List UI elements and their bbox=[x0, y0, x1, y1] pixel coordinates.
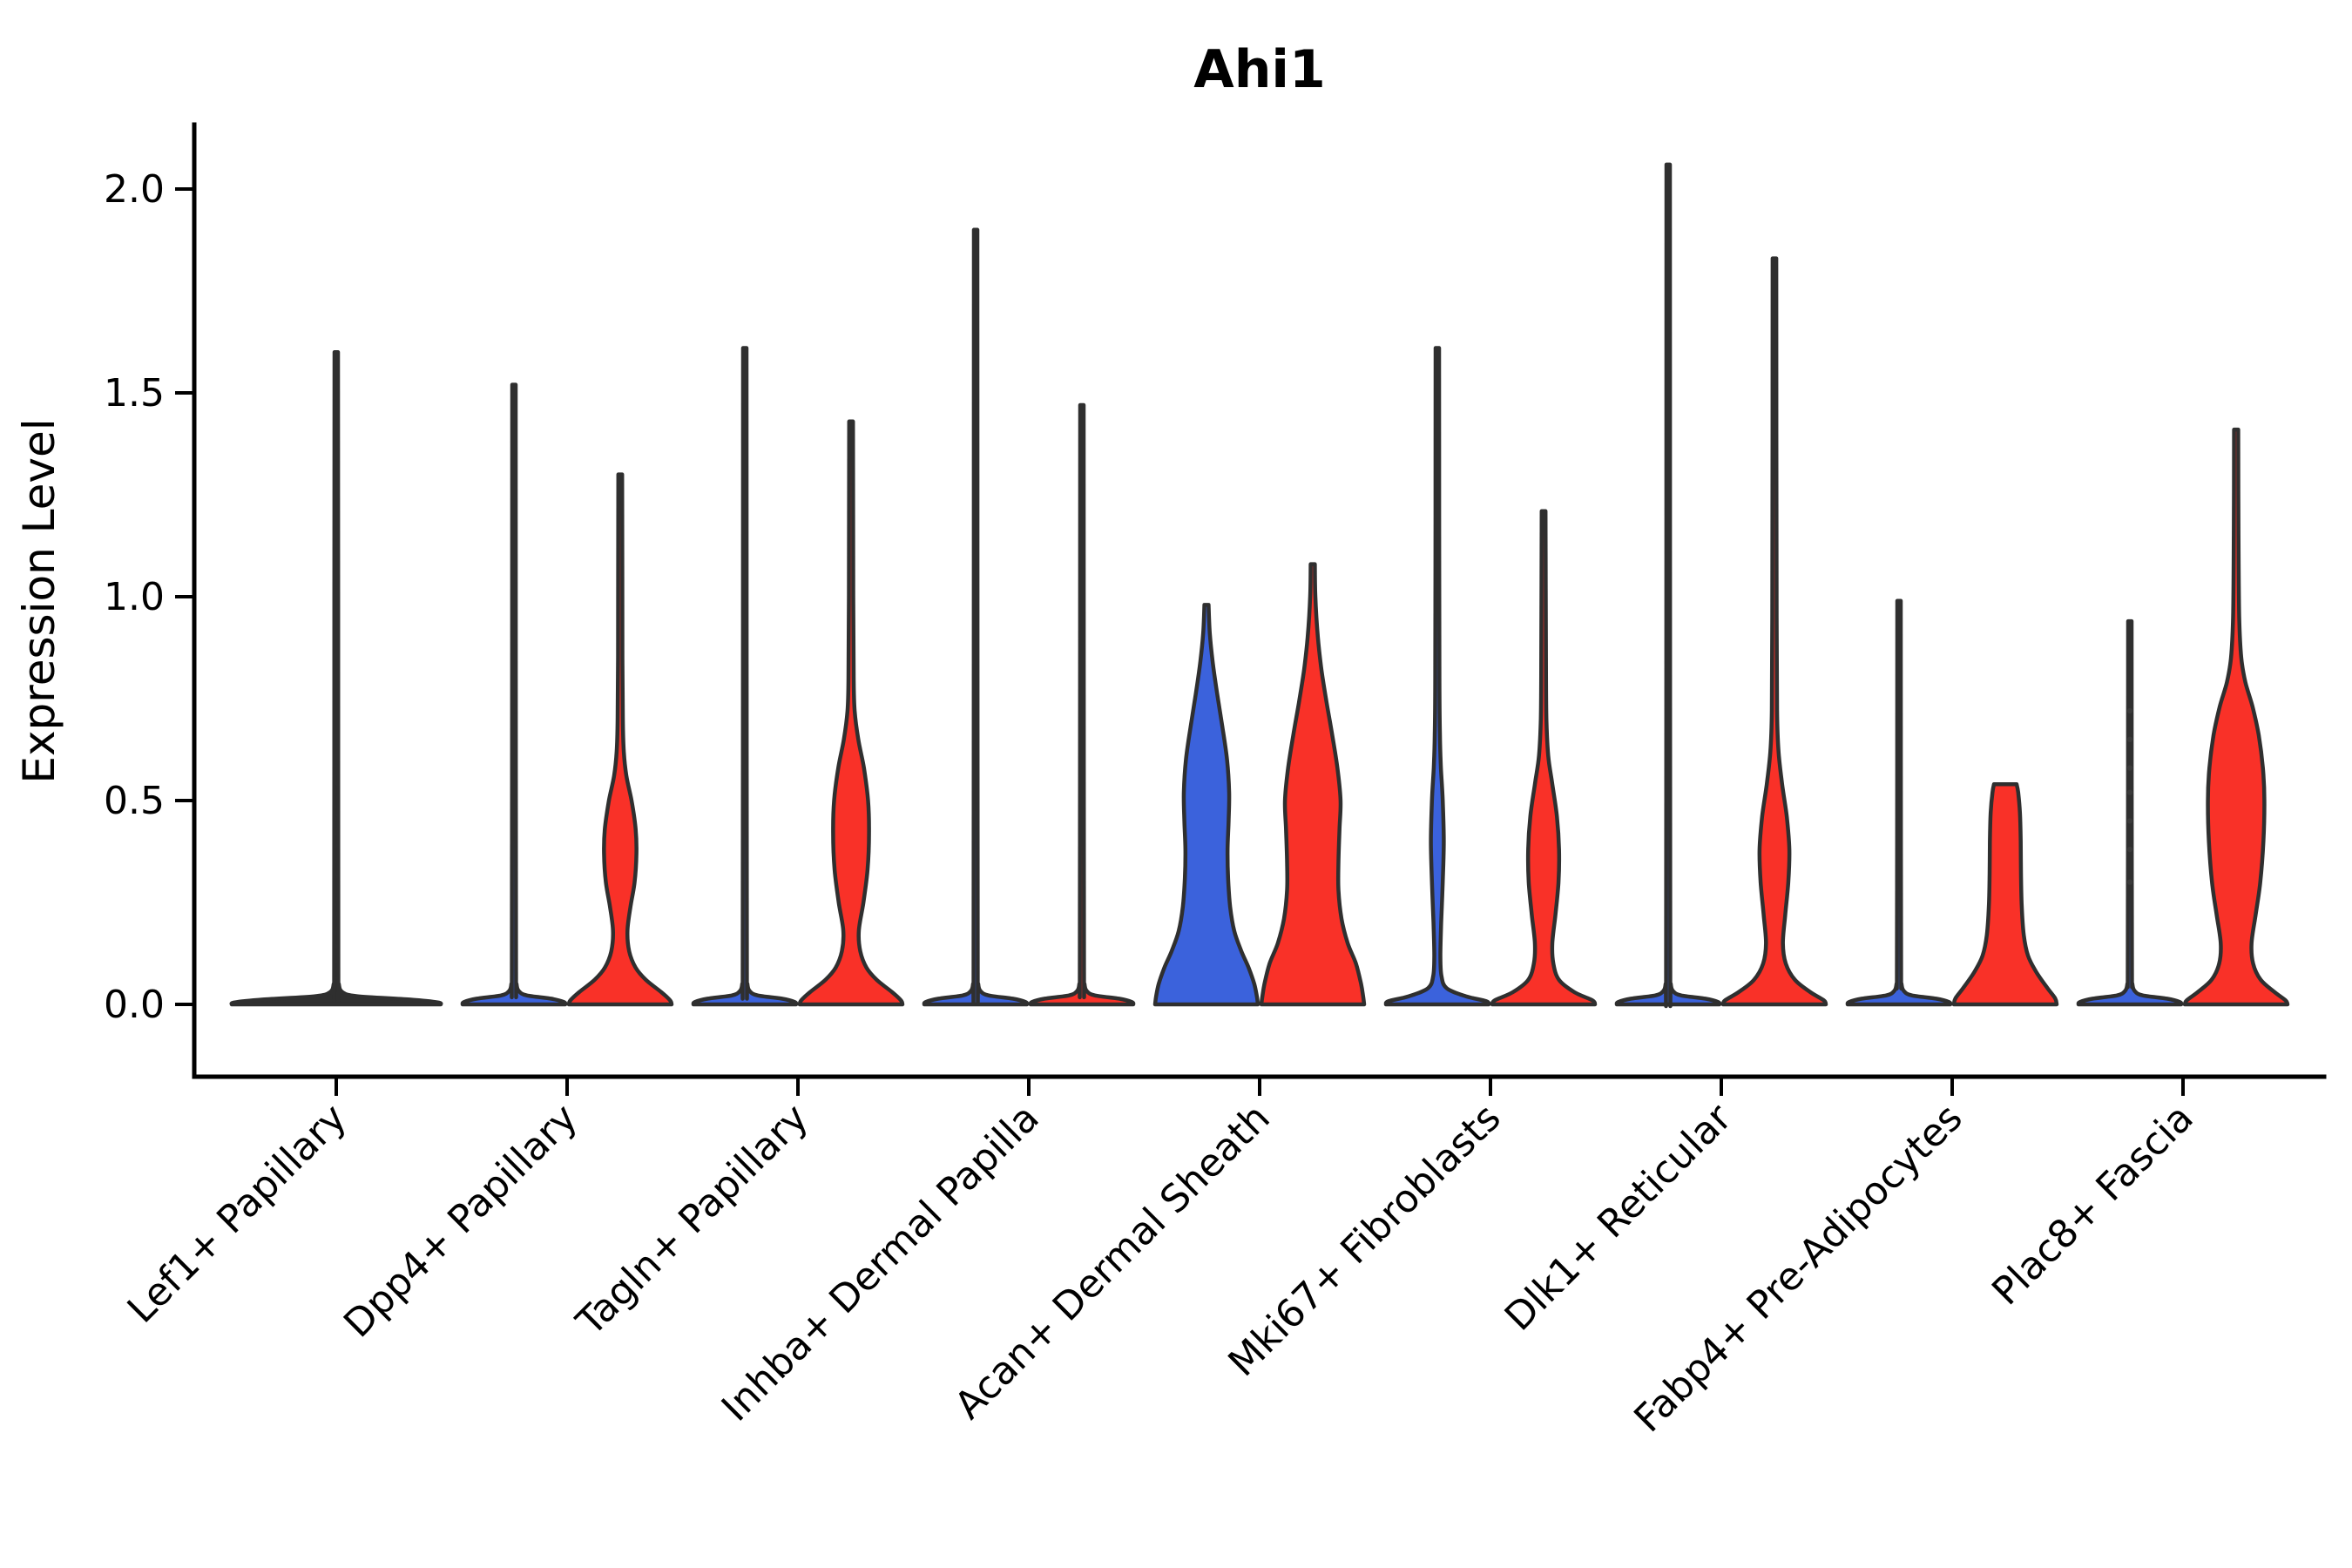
violin-acan-right bbox=[1259, 562, 1367, 1007]
violin-tagln-left bbox=[691, 346, 799, 1007]
violin-dlk1-left bbox=[1614, 162, 1722, 1009]
violin-acan-left bbox=[1152, 603, 1260, 1007]
x-tick-label-7: Dlk1+ Reticular bbox=[1497, 1095, 1741, 1340]
cell-point bbox=[2126, 789, 2133, 795]
violin-inhba-right bbox=[1028, 402, 1136, 1007]
y-tick-label: 1.0 bbox=[104, 575, 165, 619]
violin-dpp4-left bbox=[460, 382, 568, 1007]
violin-lef1-center bbox=[229, 349, 443, 1007]
y-tick-label: 0.5 bbox=[104, 779, 165, 823]
violin-dpp4-right bbox=[566, 472, 674, 1007]
chart-title: Ahi1 bbox=[1193, 39, 1325, 100]
y-tick-label: 1.5 bbox=[104, 371, 165, 416]
cell-point bbox=[2126, 818, 2133, 824]
x-tick-label-2: Dpp4+ Papillary bbox=[335, 1096, 586, 1347]
cell-point bbox=[2126, 765, 2133, 771]
y-tick-label: 2.0 bbox=[104, 167, 165, 212]
cell-point bbox=[2126, 879, 2133, 885]
axes: 0.0 0.5 1.0 1.5 2.0 bbox=[104, 122, 2327, 1096]
x-tick-label-9: Plac8+ Fascia bbox=[1984, 1096, 2202, 1315]
violin-mki67-right bbox=[1490, 509, 1598, 1007]
violin-plac8-right bbox=[2182, 427, 2290, 1007]
y-axis-label: Expression Level bbox=[14, 418, 64, 783]
violin-plac8-left bbox=[2076, 618, 2184, 1007]
violin-fabp4-left bbox=[1845, 598, 1953, 1007]
cell-point bbox=[2126, 736, 2133, 742]
cell-point bbox=[2126, 846, 2133, 853]
y-tick-label: 0.0 bbox=[104, 983, 165, 1027]
cell-point bbox=[2126, 707, 2133, 714]
violin-dlk1-right bbox=[1720, 256, 1828, 1007]
x-tick-label-1: Lef1+ Papillary bbox=[119, 1096, 355, 1332]
x-tick-label-3: Tagln+ Papillary bbox=[568, 1096, 817, 1345]
violin-inhba-left bbox=[922, 227, 1030, 1007]
axis-spines bbox=[192, 122, 2327, 1079]
violin-fabp4-right bbox=[1951, 782, 2059, 1007]
violin-mki67-left bbox=[1383, 346, 1491, 1007]
violins bbox=[229, 162, 2290, 1009]
violin-tagln-right bbox=[797, 419, 905, 1007]
